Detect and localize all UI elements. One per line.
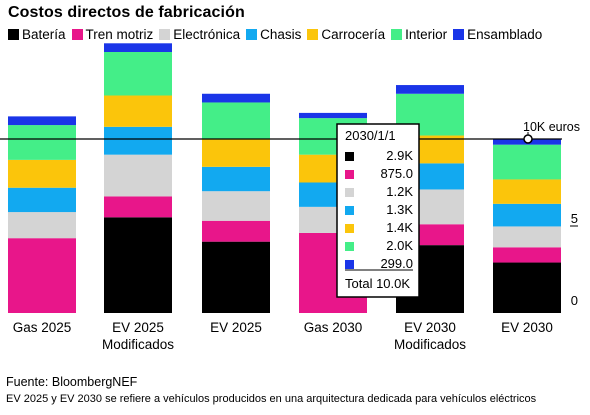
legend-swatch <box>307 29 319 40</box>
bar-segment <box>202 93 270 103</box>
legend-item: Ensamblado <box>453 27 542 42</box>
x-tick-label: EV 2025 <box>210 320 262 335</box>
legend-label: Batería <box>22 27 66 42</box>
x-tick-label: Modificados <box>102 337 174 352</box>
source-note: Fuente: BloombergNEF <box>6 375 138 389</box>
reference-label: 10K euros <box>523 120 580 134</box>
x-tick-label: EV 2030 <box>501 320 553 335</box>
legend-label: Chasis <box>260 27 302 42</box>
bar-segment <box>396 85 464 94</box>
bar-segment <box>8 238 76 313</box>
legend-swatch <box>71 29 83 40</box>
tooltip-value: 1.4K <box>386 220 413 235</box>
y-tick-label: 5 <box>571 211 578 226</box>
bar-segment <box>493 226 561 248</box>
legend-item: Tren motriz <box>71 27 154 42</box>
x-tick-label: EV 2030 <box>404 320 456 335</box>
tooltip-swatch <box>345 188 354 197</box>
footnote: EV 2025 y EV 2030 se refiere a vehículos… <box>6 393 537 405</box>
bar-segment <box>104 154 172 197</box>
bar-segment <box>104 43 172 52</box>
legend-swatch <box>246 29 258 40</box>
legend-item: Electrónica <box>159 27 240 42</box>
legend-label: Interior <box>405 27 448 42</box>
tooltip-value: 1.3K <box>386 202 413 217</box>
tooltip-value: 875.0 <box>380 166 413 181</box>
bar-segment <box>202 220 270 242</box>
bar-segment <box>104 196 172 218</box>
legend-swatch <box>159 29 171 40</box>
bar-segment <box>202 102 270 139</box>
legend-swatch <box>453 29 465 40</box>
bar-segment <box>104 52 172 96</box>
tooltip-swatch <box>345 242 354 251</box>
legend-item: Interior <box>391 27 447 42</box>
legend-label: Tren motriz <box>85 27 154 42</box>
legend-label: Electrónica <box>173 27 241 42</box>
tooltip-swatch <box>345 170 354 179</box>
x-tick-label: Gas 2030 <box>304 320 363 335</box>
bar-segment <box>202 191 270 221</box>
x-tick-label: Gas 2025 <box>13 320 72 335</box>
tooltip-swatch <box>345 224 354 233</box>
bar-segment <box>8 125 76 160</box>
bar-segment <box>299 112 367 119</box>
bar-segment <box>8 212 76 239</box>
bar-segment <box>493 203 561 227</box>
tooltip-value: 2.0K <box>386 238 413 253</box>
legend-label: Carrocería <box>321 27 386 42</box>
hover-marker <box>523 134 533 144</box>
legend: Batería Tren motriz Electrónica Chasis Carro… <box>8 27 588 42</box>
bar-segment <box>202 241 270 313</box>
y-tick-label: 0 <box>571 293 578 308</box>
tooltip-swatch <box>345 206 354 215</box>
legend-item: Chasis <box>246 27 301 42</box>
bar-segment <box>8 187 76 213</box>
legend-item: Batería <box>8 27 66 42</box>
chart-title: Costos directos de fabricación <box>8 4 245 21</box>
bar-segment <box>493 262 561 313</box>
bar-segment <box>202 166 270 192</box>
legend-label: Ensamblado <box>467 27 543 42</box>
tooltip-swatch <box>345 260 354 269</box>
bar-segment <box>202 139 270 167</box>
bar-segment <box>493 179 561 204</box>
bar-segment <box>493 247 561 263</box>
bar-segment <box>104 95 172 127</box>
bar-segment <box>8 116 76 126</box>
legend-item: Carrocería <box>307 27 385 42</box>
bar-segment <box>104 126 172 155</box>
tooltip-swatch <box>345 152 354 161</box>
tooltip-total: Total 10.0K <box>345 276 410 291</box>
x-tick-label: EV 2025 <box>112 320 164 335</box>
legend-swatch <box>8 29 19 40</box>
bar-segment <box>493 144 561 180</box>
tooltip-value: 2.9K <box>386 148 413 163</box>
x-tick-label: Modificados <box>394 337 466 352</box>
bar-segment <box>104 217 172 313</box>
bar-segment <box>8 159 76 188</box>
legend-swatch <box>391 29 403 40</box>
tooltip-value: 1.2K <box>386 184 413 199</box>
tooltip-title: 2030/1/1 <box>345 128 396 143</box>
tooltip-value: 299.0 <box>380 256 413 271</box>
